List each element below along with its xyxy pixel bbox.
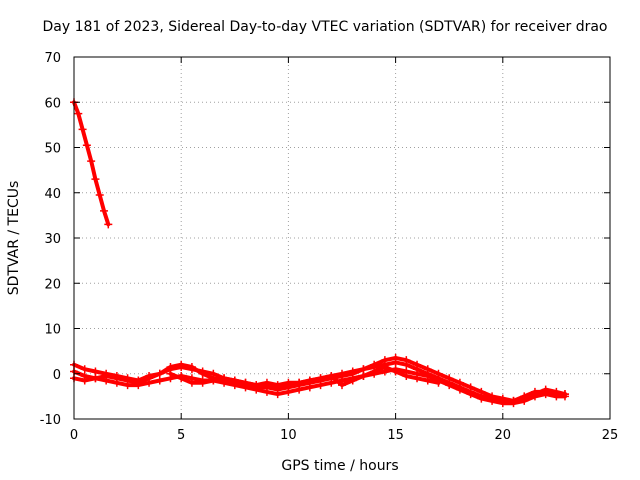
data-point (230, 376, 239, 385)
y-tick-label: 70 (44, 51, 61, 66)
data-point (488, 394, 497, 403)
x-tick-label: 10 (280, 428, 297, 443)
y-tick-label: 40 (44, 187, 61, 202)
data-point (112, 374, 121, 383)
x-tick-label: 0 (70, 428, 78, 443)
data-point (380, 362, 389, 371)
data-point (552, 390, 561, 399)
data-point (423, 369, 432, 378)
data-point (273, 381, 282, 390)
x-tick-label: 25 (602, 428, 619, 443)
y-tick-label: 0 (53, 368, 61, 383)
data-point (91, 374, 100, 383)
data-point (530, 387, 539, 396)
data-point (402, 372, 411, 381)
data-point (198, 369, 207, 378)
data-point (413, 365, 422, 374)
data-point (455, 383, 464, 392)
y-axis-label: SDTVAR / TECUs (6, 181, 22, 296)
data-point (477, 392, 486, 401)
data-point (423, 376, 432, 385)
data-point (177, 360, 186, 369)
data-point (241, 378, 250, 387)
data-point (177, 374, 186, 383)
data-point (187, 378, 196, 387)
x-tick-label: 15 (387, 428, 404, 443)
data-point (166, 369, 175, 378)
y-tick-label: 30 (44, 232, 61, 247)
data-point (445, 378, 454, 387)
data-point (284, 378, 293, 387)
data-point (198, 378, 207, 387)
data-point (338, 381, 346, 390)
y-tick-label: 60 (44, 96, 61, 111)
data-point (348, 369, 357, 378)
data-point (145, 374, 154, 383)
y-tick-label: 50 (44, 142, 61, 157)
data-point (102, 372, 111, 381)
data-point (155, 376, 164, 385)
grid-lines (74, 57, 610, 419)
data-point (520, 392, 529, 401)
data-point (80, 365, 89, 374)
data-point (434, 378, 443, 387)
y-tick-label: 20 (44, 277, 61, 292)
data-point (402, 360, 411, 369)
data-point (187, 362, 196, 371)
data-point (370, 367, 379, 376)
data-point (509, 396, 518, 405)
y-tick-label: -10 (40, 413, 61, 428)
data-point (391, 367, 400, 376)
data-point (95, 191, 104, 200)
data-point (262, 378, 271, 387)
data-point (134, 378, 143, 387)
data-point (359, 365, 368, 374)
data-point (413, 374, 422, 383)
x-tick-label: 5 (177, 428, 185, 443)
data-point (87, 157, 96, 166)
data-point (498, 396, 507, 405)
x-tick-label: 20 (495, 428, 512, 443)
data-point (466, 387, 475, 396)
data-point (123, 376, 132, 385)
data-point (104, 220, 113, 229)
data-point (220, 374, 229, 383)
axis-ticks: 0 5 10 15 20 25 -10 0 10 20 30 40 50 60 70 (40, 51, 619, 443)
data-points (70, 98, 569, 408)
data-point (305, 376, 314, 385)
data-point (91, 175, 100, 184)
data-point (338, 372, 346, 381)
data-point (359, 372, 368, 381)
data-point (327, 372, 336, 381)
data-point (348, 376, 357, 385)
data-point (166, 362, 175, 371)
data-point (78, 125, 87, 134)
data-point (252, 381, 261, 390)
data-point (391, 358, 400, 367)
x-axis-label: GPS time / hours (281, 458, 398, 474)
data-point (74, 109, 83, 118)
data-point (316, 374, 325, 383)
data-point (91, 367, 100, 376)
data-point (82, 141, 91, 150)
chart-title: Day 181 of 2023, Sidereal Day-to-day VTE… (42, 19, 607, 35)
data-point (80, 376, 89, 385)
data-point (541, 387, 550, 396)
y-tick-label: 10 (44, 323, 61, 338)
data-point (155, 369, 164, 378)
data-point (100, 206, 109, 215)
data-point (295, 378, 304, 387)
data-point (560, 390, 569, 399)
data-point (209, 376, 218, 385)
